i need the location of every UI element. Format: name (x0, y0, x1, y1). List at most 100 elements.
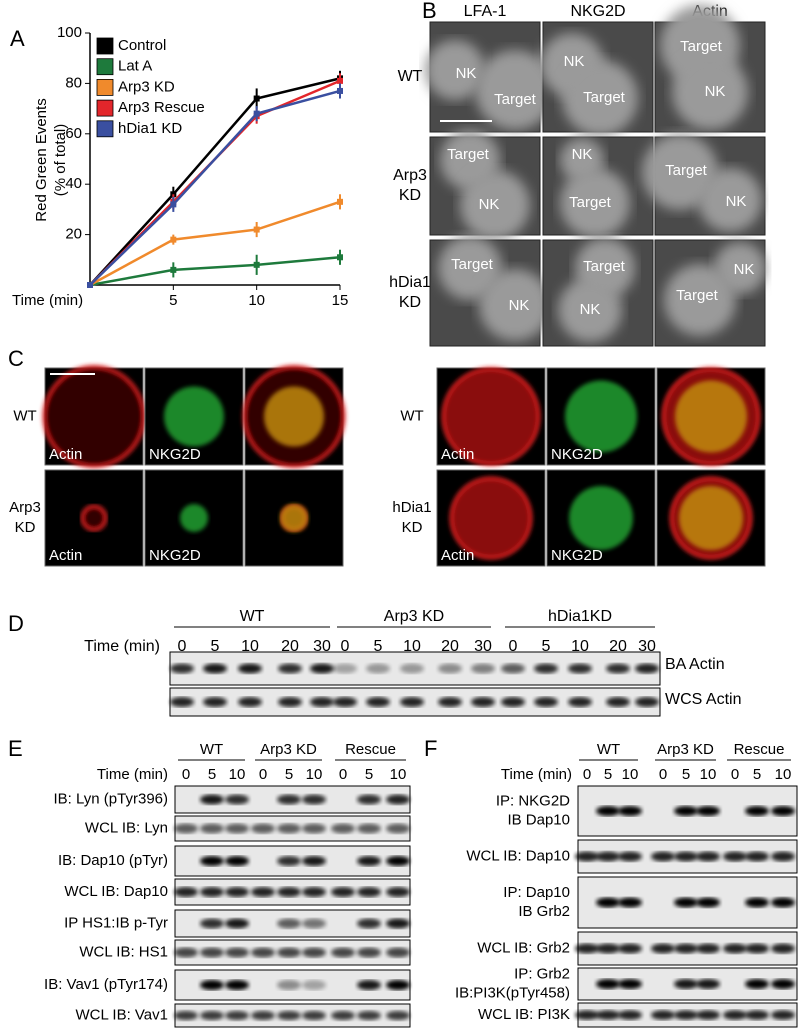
row-label: KD (399, 187, 421, 204)
cell-label: NK (580, 301, 601, 318)
band (277, 856, 301, 866)
x-tick-label: 10 (248, 292, 265, 309)
point (170, 236, 177, 243)
blot-label: IB: Lyn (pTyr396) (54, 790, 169, 807)
channel-label: Actin (49, 446, 82, 463)
band (696, 1010, 720, 1020)
band (225, 918, 249, 929)
band (471, 697, 495, 707)
band (696, 897, 720, 908)
band (618, 979, 642, 989)
blot-label: IB: Vav1 (pTyr174) (44, 976, 168, 993)
band (596, 851, 620, 862)
legend-label: Arp3 KD (118, 78, 175, 95)
group-label: Rescue (734, 741, 785, 758)
blot-label: WCL IB: Lyn (85, 819, 168, 836)
band (674, 1010, 698, 1020)
channel-label: NKG2D (551, 547, 603, 564)
band (635, 697, 659, 707)
time-label: 5 (211, 638, 220, 655)
series-line (89, 256, 341, 287)
band (277, 1010, 301, 1021)
actin-ring (80, 504, 108, 532)
band (771, 851, 795, 862)
time-label: 10 (775, 766, 792, 783)
band (278, 697, 302, 707)
band (596, 897, 620, 908)
band (238, 663, 262, 674)
blot-label: WCL IB: Vav1 (75, 1006, 168, 1023)
band (302, 1010, 326, 1021)
nkg2d-cluster (280, 504, 308, 532)
series-line (89, 200, 341, 287)
point (170, 266, 177, 273)
legend-swatch (96, 120, 114, 138)
cell-label: Target (451, 256, 494, 273)
column-header: NKG2D (570, 3, 625, 20)
point (87, 282, 93, 288)
band (386, 980, 410, 990)
time-label: 5 (285, 766, 293, 783)
time-label: 0 (583, 766, 591, 783)
time-label: 10 (403, 638, 421, 655)
band (651, 851, 675, 862)
row-label: Arp3 (9, 499, 41, 516)
cell-label: Target (583, 89, 626, 106)
band (225, 1010, 249, 1021)
band (696, 806, 720, 816)
time-label: 10 (622, 766, 639, 783)
nkg2d-cluster (164, 386, 224, 447)
nkg2d-cluster (565, 380, 637, 453)
band (251, 947, 275, 958)
band (225, 980, 249, 990)
band (386, 918, 410, 929)
actin-ring (42, 365, 146, 468)
band (302, 980, 326, 990)
band (674, 806, 698, 816)
band (596, 1010, 620, 1020)
band (651, 1010, 675, 1020)
time-label: 10 (229, 766, 246, 783)
cell-label: Target (569, 194, 612, 211)
band (225, 947, 249, 958)
band (302, 887, 326, 897)
band (771, 1010, 795, 1020)
legend-swatch (96, 79, 114, 96)
row-label: hDia1 (389, 274, 431, 291)
time-label: 0 (178, 638, 187, 655)
panel-label: A (10, 26, 25, 51)
time-label: 10 (390, 766, 407, 783)
channel-label: Actin (441, 547, 474, 564)
band (745, 979, 769, 989)
band (302, 856, 326, 866)
actin-ring (449, 476, 533, 560)
channel-label: NKG2D (551, 446, 603, 463)
row-label: WT (398, 68, 423, 85)
cell-blob (479, 269, 551, 341)
band (606, 697, 630, 707)
time-label: 30 (313, 638, 331, 655)
panel-label: C (8, 346, 24, 371)
time-axis-label: Time (min) (501, 766, 572, 783)
band (745, 806, 769, 816)
time-label: 0 (659, 766, 667, 783)
group-label: Arp3 KD (384, 608, 444, 625)
time-label: 0 (731, 766, 739, 783)
point (337, 254, 343, 261)
cell-blob (560, 168, 630, 238)
x-tick-label: 5 (169, 292, 177, 309)
band (357, 856, 381, 866)
x-tick-label: 15 (332, 292, 349, 309)
band (771, 897, 795, 908)
nkg2d-cluster (264, 386, 324, 447)
band (357, 823, 381, 834)
blot-label: BA Actin (665, 656, 725, 673)
band (575, 851, 599, 862)
band (225, 794, 249, 805)
cell-blob (425, 40, 485, 100)
row-label: Arp3 (393, 167, 427, 184)
band (471, 663, 495, 674)
band (174, 947, 198, 958)
point (253, 110, 260, 117)
